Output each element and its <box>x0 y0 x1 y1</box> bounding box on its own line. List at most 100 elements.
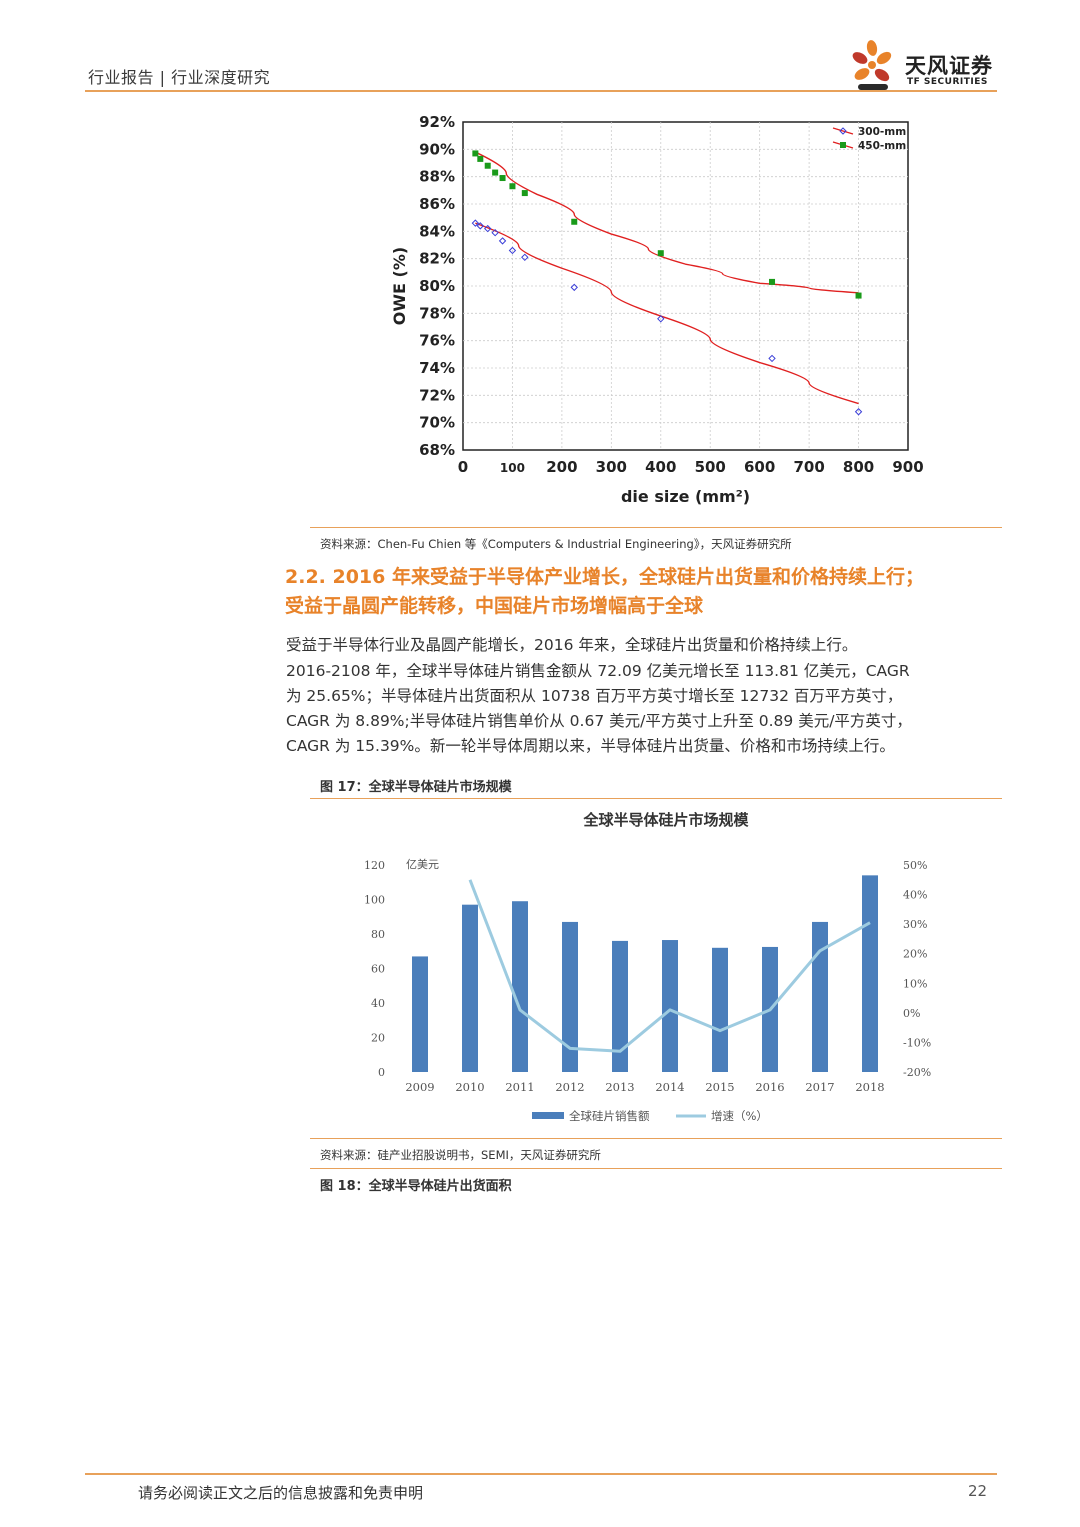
x-tick-label: 400 <box>645 458 676 476</box>
data-point-300mm <box>768 354 776 363</box>
owe-scatter-chart: 68% 70% 72% 74% 76% 78% 80% 82% 84% 86% 88% 90% 92% 0… <box>390 113 924 506</box>
x-tick-label: 700 <box>793 458 824 476</box>
data-point-300mm <box>570 283 578 292</box>
y2-tick-label: 20% <box>903 948 927 961</box>
x-tick-label: 2018 <box>855 1080 884 1094</box>
y-tick-label: 120 <box>364 859 385 872</box>
figure18-top-divider <box>310 1168 1002 1169</box>
figure17-top-divider <box>310 798 1002 799</box>
bar-sales <box>512 901 528 1072</box>
body-paragraph-line: CAGR 为 15.39%。新一轮半导体周期以来，半导体硅片出货量、价格和市场持… <box>286 737 895 755</box>
y-tick-label: 88% <box>419 168 455 186</box>
y-tick-label: 74% <box>419 359 455 377</box>
y-tick-label: 76% <box>419 332 455 350</box>
y-tick-label: 68% <box>419 441 455 459</box>
x-tick-label: 600 <box>744 458 775 476</box>
y2-tick-label: -10% <box>903 1036 931 1049</box>
bar-sales <box>712 947 728 1072</box>
plot-frame <box>462 121 909 451</box>
x-tick-label: 0 <box>458 458 468 476</box>
tf-securities-logo <box>852 40 892 90</box>
body-paragraph-line: 2016-2108 年，全球半导体硅片销售金额从 72.09 亿美元增长至 11… <box>286 662 910 680</box>
bar-sales <box>862 875 878 1072</box>
data-point-300mm <box>471 219 480 227</box>
figure17-label: 图 17：全球半导体硅片市场规模 <box>320 780 512 795</box>
data-point-300mm <box>484 224 492 233</box>
page-number: 22 <box>968 1482 988 1500</box>
data-point-450mm <box>657 250 664 257</box>
data-point-450mm <box>769 278 776 285</box>
legend-marker <box>839 127 847 135</box>
bar-sales <box>412 956 428 1072</box>
data-point-300mm <box>498 237 507 245</box>
figure17-source: 资料来源：硅产业招股说明书，SEMI，天风证券研究所 <box>320 1148 601 1162</box>
footer-divider <box>85 1473 997 1475</box>
data-point-450mm <box>499 175 506 182</box>
data-point-300mm <box>508 246 517 255</box>
legend-label: 300-mm <box>858 126 906 138</box>
data-point-450mm <box>509 183 516 190</box>
data-point-300mm <box>476 222 485 230</box>
x-tick-label: 900 <box>892 458 923 476</box>
legend-label: 450-mm <box>858 140 906 152</box>
x-tick-label: 100 <box>500 461 525 475</box>
unit-label: 亿美元 <box>406 858 439 871</box>
y-tick-label: 78% <box>419 304 455 322</box>
growth-rate-line <box>468 879 871 1053</box>
bar-sales <box>462 904 478 1072</box>
data-point-450mm <box>484 162 491 169</box>
data-point-450mm <box>477 155 484 162</box>
y2-tick-label: 0% <box>903 1007 920 1020</box>
silicon-wafer-market-chart: 全球半导体硅片市场规模 亿美元 0 20 40 60 80 100 120 -20% -10% 0… <box>364 811 931 1123</box>
x-tick-label: 800 <box>843 458 874 476</box>
footer-disclaimer: 请务必阅读正文之后的信息披露和免责申明 <box>138 1484 424 1502</box>
body-paragraph-line: CAGR 为 8.89%;半导体硅片销售单价从 0.67 美元/平方英寸上升至 … <box>286 712 912 730</box>
bar-sales <box>812 921 828 1072</box>
data-point-450mm <box>492 169 499 176</box>
x-tick-label: 2013 <box>605 1080 634 1094</box>
header-divider <box>85 90 997 92</box>
legend-marker <box>840 142 846 148</box>
report-category: 行业报告 | 行业深度研究 <box>88 68 271 87</box>
y-tick-label: 82% <box>419 250 455 268</box>
x-tick-label: 2017 <box>805 1080 834 1094</box>
x-tick-label: 2011 <box>505 1080 534 1094</box>
x-tick-label: 2015 <box>705 1080 734 1094</box>
y-tick-label: 60 <box>371 963 385 976</box>
body-paragraph-line: 受益于半导体行业及晶圆产能增长，2016 年来，全球硅片出货量和价格持续上行。 <box>286 636 858 654</box>
data-point-450mm <box>855 292 862 299</box>
figure17-bottom-divider <box>310 1138 1002 1139</box>
x-tick-label: 2009 <box>405 1080 434 1094</box>
x-tick-label: 2014 <box>655 1080 684 1094</box>
y-axis-label: OWE (%) <box>390 247 409 325</box>
y2-tick-label: 30% <box>903 918 927 931</box>
section-title-line2: 受益于晶圆产能转移，中国硅片市场增幅高于全球 <box>285 595 704 617</box>
x-tick-label: 2016 <box>755 1080 784 1094</box>
y-tick-label: 70% <box>419 414 455 432</box>
chart-title: 全球半导体硅片市场规模 <box>582 811 749 829</box>
y-tick-label: 92% <box>419 113 455 131</box>
y-tick-label: 86% <box>419 195 455 213</box>
x-tick-label: 2012 <box>555 1080 584 1094</box>
y-tick-label: 90% <box>419 140 455 158</box>
y-tick-label: 100 <box>364 894 385 907</box>
body-paragraph-line: 为 25.65%；半导体硅片出货面积从 10738 百万平方英寸增长至 1273… <box>286 687 903 705</box>
section-title-line1: 2.2. 2016 年来受益于半导体产业增长，全球硅片出货量和价格持续上行； <box>285 566 924 588</box>
y-tick-label: 80 <box>371 928 385 941</box>
legend-bar-swatch <box>532 1112 564 1119</box>
bar-sales <box>662 940 678 1072</box>
y-tick-label: 80% <box>419 277 455 295</box>
y-tick-label: 72% <box>419 386 455 404</box>
x-tick-label: 500 <box>695 458 726 476</box>
fit-curve <box>475 151 859 294</box>
legend-line-label: 增速（%） <box>711 1109 768 1123</box>
y2-tick-label: 40% <box>903 889 927 902</box>
data-point-300mm <box>854 408 863 416</box>
data-point-300mm <box>491 228 499 237</box>
data-point-450mm <box>521 190 528 197</box>
y2-tick-label: 10% <box>903 977 927 990</box>
legend-line <box>832 127 854 135</box>
figure18-label: 图 18：全球半导体硅片出货面积 <box>320 1179 512 1194</box>
x-tick-label: 200 <box>546 458 577 476</box>
legend-bar-label: 全球硅片销售额 <box>569 1109 650 1123</box>
